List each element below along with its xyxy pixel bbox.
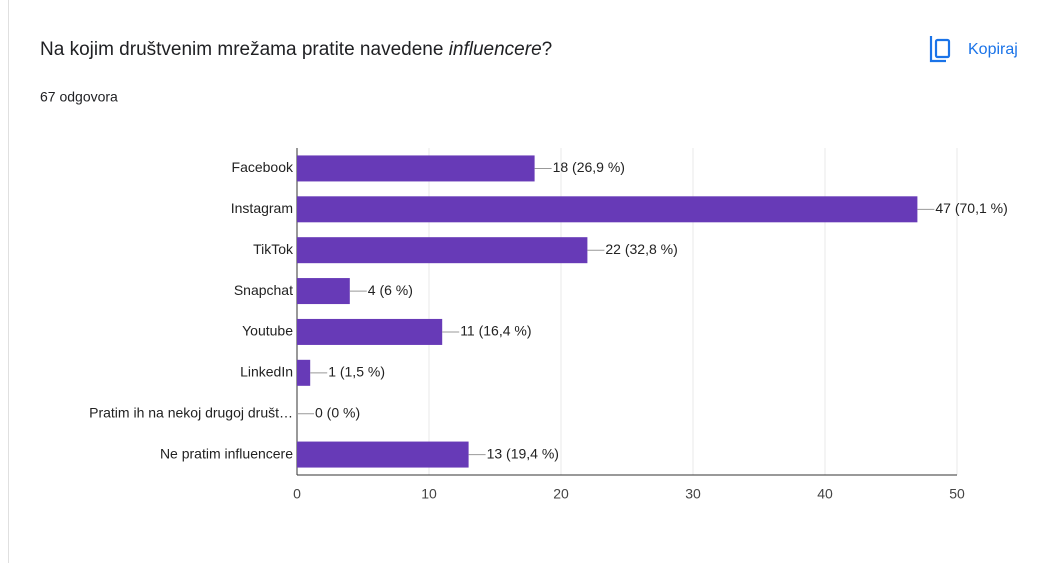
y-tick-label: Instagram [231, 200, 293, 216]
bar [297, 196, 918, 223]
x-tick-label: 10 [421, 486, 437, 502]
x-tick-label: 40 [817, 486, 833, 502]
title-end: ? [542, 39, 553, 60]
value-label: 1 (1,5 %) [328, 364, 385, 380]
value-label: 18 (26,9 %) [553, 159, 625, 175]
value-label: 4 (6 %) [368, 282, 413, 298]
y-tick-label: TikTok [253, 241, 294, 257]
value-label: 0 (0 %) [315, 404, 360, 420]
bar [297, 441, 469, 468]
copy-label: Kopiraj [968, 41, 1018, 58]
copy-button[interactable]: Kopiraj [929, 36, 1018, 63]
y-tick-label: Youtube [242, 323, 293, 339]
x-tick-label: 50 [949, 486, 965, 502]
y-tick-label: Snapchat [234, 282, 293, 298]
y-tick-label: Facebook [232, 159, 294, 175]
bar [297, 278, 350, 305]
x-tick-label: 0 [293, 486, 301, 502]
value-label: 13 (19,4 %) [487, 445, 559, 461]
copy-icon-back [929, 36, 946, 63]
x-tick-label: 30 [685, 486, 701, 502]
y-tick-label: Ne pratim influencere [160, 445, 293, 461]
bar [297, 155, 535, 182]
value-label: 11 (16,4 %) [460, 323, 531, 339]
subtitle: 67 odgovora [40, 89, 118, 105]
title-emphasis: influencere [449, 39, 542, 60]
title-text: Na kojim društvenim mrežama pratite nave… [40, 39, 449, 60]
bar [297, 359, 311, 386]
bar [297, 318, 443, 345]
value-label: 22 (32,8 %) [605, 241, 677, 257]
chart-title: Na kojim društvenim mrežama pratite nave… [40, 39, 552, 60]
copy-icon [934, 38, 951, 59]
bar [297, 237, 588, 264]
y-tick-label: Pratim ih na nekoj drugoj društ… [89, 404, 293, 420]
value-label: 47 (70,1 %) [935, 200, 1007, 216]
y-tick-label: LinkedIn [240, 364, 293, 380]
x-tick-label: 20 [553, 486, 569, 502]
